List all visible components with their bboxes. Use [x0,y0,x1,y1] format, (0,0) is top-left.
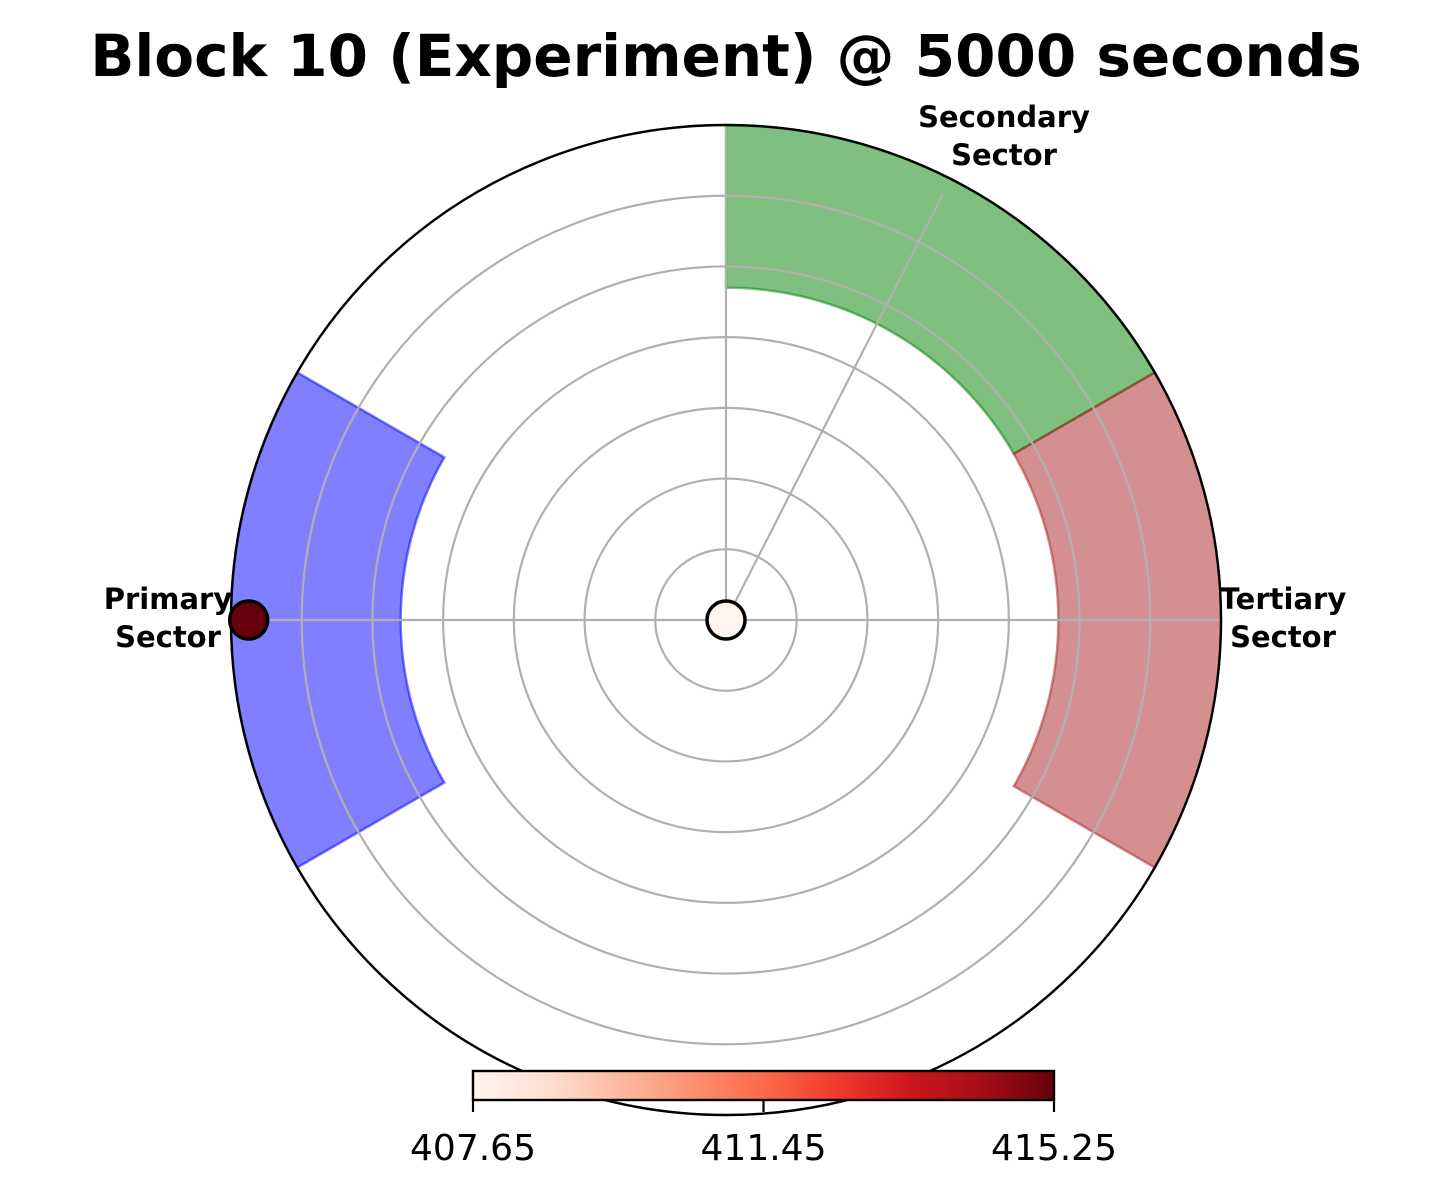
colorbar-tick-label: 411.45 [701,1128,827,1169]
sector-label-1: Secondary [918,100,1090,134]
sector-label-0: Primary [104,582,233,616]
source-direction-line [725,194,944,621]
sector-label-1: Sector [951,138,1058,172]
polar-axes: Primary Sector Secondary Sector Tertiary Sect… [104,100,1347,1117]
sector-label-0: Sector [115,620,222,654]
colorbar-tick-label: 407.65 [410,1128,536,1169]
sector-label-2: Sector [1230,620,1337,654]
chart-title: Block 10 (Experiment) @ 5000 seconds [90,22,1362,90]
colorbar-tick-label: 415.25 [991,1128,1117,1169]
colorbar: 407.65 411.45 415.25 [410,1069,1117,1169]
sector-label-2: Tertiary [1220,582,1347,616]
colorbar-bar [471,1069,1056,1102]
data-point-0 [227,599,270,641]
data-point-1 [705,599,747,641]
